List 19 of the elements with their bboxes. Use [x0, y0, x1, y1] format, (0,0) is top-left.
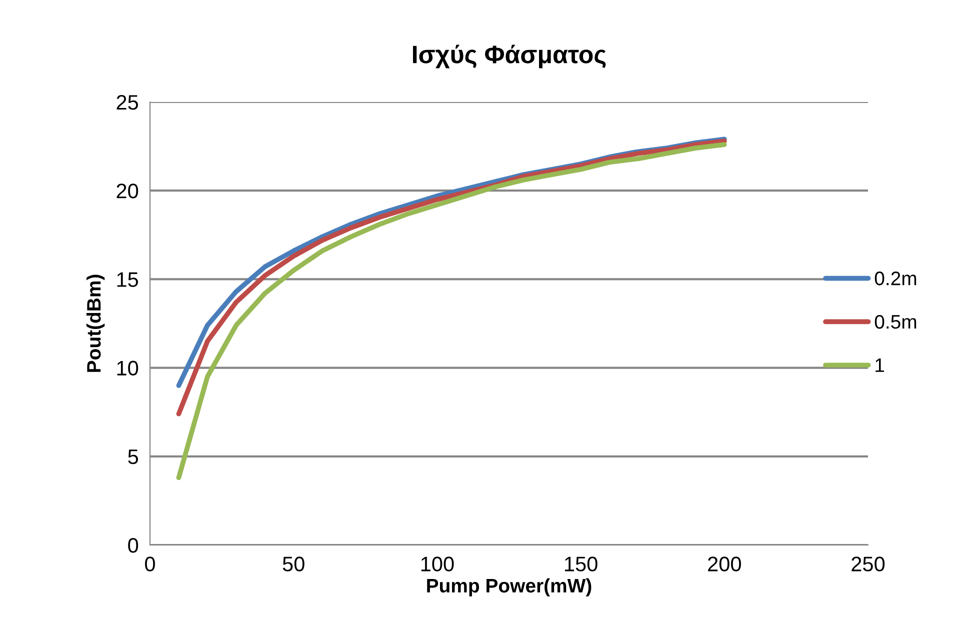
x-tick-label: 50 [282, 556, 304, 572]
x-tick-label: 200 [708, 556, 741, 572]
y-tick-label: 0 [128, 538, 138, 553]
legend-label: 1 [876, 358, 884, 372]
x-tick-label: 150 [565, 556, 598, 572]
chart-title: Ισχύς Φάσματος [413, 44, 606, 68]
y-tick-label: 5 [128, 450, 138, 464]
y-tick-label: 20 [116, 184, 138, 198]
legend-label: 0.2m [874, 272, 916, 286]
y-tick-label: 10 [117, 360, 138, 376]
line-series [176, 142, 727, 480]
x-tick-label: 0 [145, 556, 155, 572]
legend-label: 0.5m [874, 314, 916, 329]
x-tick-label: 100 [421, 556, 454, 572]
y-tick-label: 25 [116, 95, 138, 110]
x-axis-title: Pump Power(mW) [427, 578, 592, 596]
y-tick-label: 15 [117, 272, 138, 287]
x-tick-label: 250 [852, 556, 885, 572]
y-axis-title: Pout(dBm) [86, 274, 105, 372]
